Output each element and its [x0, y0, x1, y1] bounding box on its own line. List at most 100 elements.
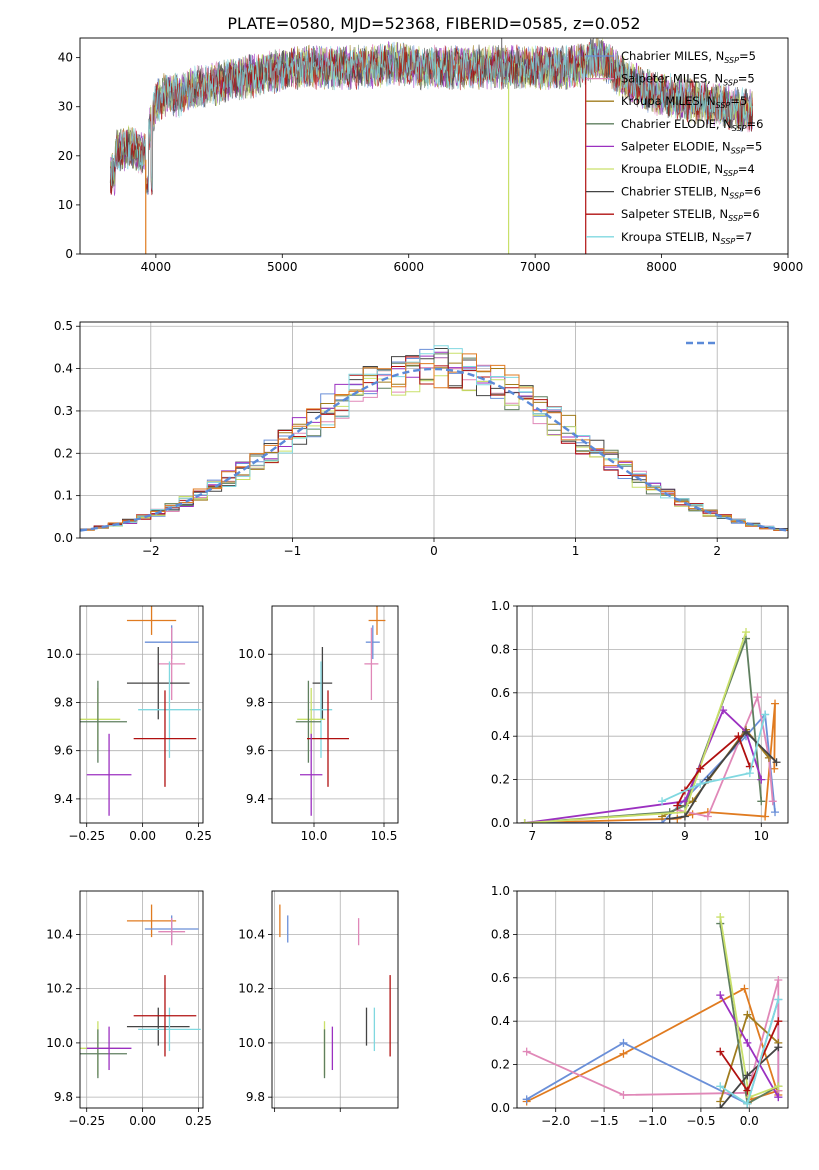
y-tick-label: 0.4 [491, 1014, 510, 1028]
weight-marker [673, 801, 682, 810]
z-weight-panel: −2.0 −1.5 −1.0 −0.5 0.0 0.0 0.2 0.4 0.6 0.8 1.0 [491, 884, 789, 1128]
weight-line [524, 703, 776, 823]
y-tick-label: 40 [58, 51, 73, 65]
histogram-step [80, 353, 788, 531]
y-tick-label: 10.0 [238, 647, 265, 661]
weight-marker [774, 1082, 783, 1091]
y-tick-label: 0.0 [491, 816, 510, 830]
x-tick-label: 4000 [141, 260, 172, 274]
x-tick-label: 0 [430, 544, 438, 558]
residual-histogram-panel: −2 −1 0 1 2 0.0 0.1 0.2 0.3 0.4 0.5 [54, 319, 789, 558]
plot-area [295, 606, 386, 816]
weight-marker [761, 710, 770, 719]
y-tick-label: 1.0 [491, 884, 510, 898]
weight-line [661, 714, 766, 803]
x-tick-label: 7 [528, 829, 536, 843]
x-tick-label: 5000 [267, 260, 298, 274]
y-tick-label: 0.4 [54, 362, 73, 376]
x-tick-label: 0.00 [129, 829, 156, 843]
axes-frame [79, 37, 789, 255]
legend-entry: Salpeter ELODIE, NSSP=5 [621, 139, 762, 155]
weight-marker [743, 1071, 752, 1080]
weight-marker [771, 808, 780, 817]
x-tick-label: −2.0 [541, 1114, 570, 1128]
gaussian-curve [80, 367, 788, 532]
weight-marker [774, 1043, 783, 1052]
figure-title: PLATE=0580, MJD=52368, FIBERID=0585, z=0… [227, 14, 640, 33]
legend-entry: Chabrier STELIB, NSSP=6 [621, 185, 761, 201]
y-tick-label: 0.0 [491, 1101, 510, 1115]
y-tick-label: 9.4 [54, 792, 73, 806]
weight-marker [768, 797, 777, 806]
axes-frame [516, 890, 789, 1109]
plot-area [109, 38, 754, 254]
y-tick-label: 10.4 [238, 927, 265, 941]
x-tick-label: 9 [681, 829, 689, 843]
y-tick-label: 0.3 [54, 404, 73, 418]
y-tick-label: 9.4 [246, 792, 265, 806]
y-tick-label: 0.8 [491, 927, 510, 941]
weight-marker [680, 812, 689, 821]
legend-entry: Salpeter MILES, NSSP=5 [621, 72, 755, 88]
weight-marker [619, 1090, 628, 1099]
x-tick-label: 0.0 [740, 1114, 759, 1128]
z-age-panel: −0.25 0.00 0.25 9.4 9.6 9.8 10.0 [46, 605, 212, 843]
y-tick-label: 10.4 [46, 927, 73, 941]
x-tick-label: 0.25 [185, 829, 212, 843]
y-tick-label: 0 [65, 247, 73, 261]
y-tick-label: 0.8 [491, 642, 510, 656]
plot-area [522, 913, 783, 1108]
weight-marker [774, 1093, 783, 1102]
legend-entry: Chabrier ELODIE, NSSP=6 [621, 117, 763, 133]
plot-area [279, 904, 391, 1079]
age-weight-panel: 7 8 9 10 0.0 0.2 0.4 0.6 0.8 1.0 [491, 599, 789, 843]
axes-frame [516, 605, 789, 824]
x-tick-label: −0.25 [68, 829, 105, 843]
weight-marker [774, 995, 783, 1004]
legend-entry: Kroupa ELODIE, NSSP=4 [621, 162, 755, 178]
y-tick-label: 0.0 [54, 531, 73, 545]
x-tick-label: 0.25 [185, 1114, 212, 1128]
weight-marker [753, 693, 762, 702]
weight-line [524, 708, 763, 823]
weight-marker [771, 699, 780, 708]
weight-marker [696, 764, 705, 773]
weight-marker [774, 1017, 783, 1026]
y-tick-label: 10.0 [238, 1036, 265, 1050]
weight-marker [703, 812, 712, 821]
x-tick-label: 8 [605, 829, 613, 843]
x-tick-label: 2 [713, 544, 721, 558]
y-tick-label: 1.0 [491, 599, 510, 613]
y-tick-label: 0.6 [491, 971, 510, 985]
weight-marker [770, 764, 779, 773]
x-tick-label: 8000 [646, 260, 677, 274]
y-tick-label: 10.2 [238, 982, 265, 996]
weight-marker [743, 1099, 752, 1108]
x-tick-label: −1.0 [638, 1114, 667, 1128]
y-tick-label: 9.8 [54, 695, 73, 709]
y-tick-label: 0.4 [491, 729, 510, 743]
x-tick-label: 0.00 [129, 1114, 156, 1128]
weight-line [524, 631, 747, 823]
weight-marker [522, 1047, 531, 1056]
y-tick-label: 0.6 [491, 686, 510, 700]
axes-frame [79, 321, 789, 539]
x-tick-label: 10.0 [301, 829, 328, 843]
y-tick-label: 10.0 [46, 647, 73, 661]
y-tick-label: 0.1 [54, 489, 73, 503]
y-tick-label: 30 [58, 100, 73, 114]
x-tick-label: 10 [754, 829, 769, 843]
z-mass-panel: −0.25 0.00 0.25 9.8 10.0 10.2 10.4 [46, 890, 212, 1128]
x-tick-label: −0.5 [686, 1114, 715, 1128]
weight-marker [742, 727, 751, 736]
weight-marker [658, 797, 667, 806]
weight-marker [743, 1038, 752, 1047]
weight-marker [665, 814, 674, 823]
x-tick-label: 9000 [773, 260, 804, 274]
plot-area [80, 904, 201, 1079]
weight-marker [757, 775, 766, 784]
plot-area [80, 606, 201, 816]
legend-entry: Salpeter STELIB, NSSP=6 [621, 207, 760, 223]
weight-marker [734, 732, 743, 741]
